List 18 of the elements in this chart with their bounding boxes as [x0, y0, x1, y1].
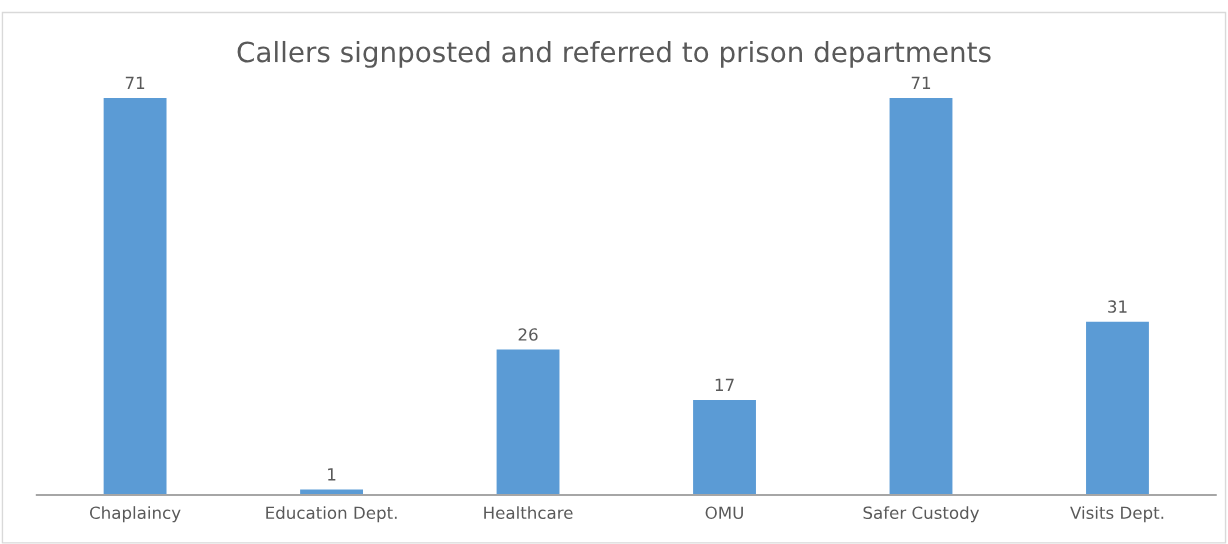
- bar: [103, 97, 167, 496]
- data-label: 71: [911, 76, 931, 89]
- x-tick-label: OMU: [705, 506, 743, 520]
- bar: [889, 97, 953, 496]
- bar: [1086, 321, 1149, 496]
- chart-title: Callers signposted and referred to prison departments: [237, 40, 991, 68]
- x-tick-label: Visits Dept.: [1070, 506, 1164, 523]
- data-label: 31: [1108, 300, 1127, 313]
- data-label: 1: [328, 468, 336, 481]
- x-tick-label: Safer Custody: [863, 506, 980, 523]
- x-tick-label: Education Dept.: [266, 506, 397, 523]
- data-label: 17: [715, 378, 734, 391]
- bar: [693, 399, 756, 496]
- x-tick-label: Chaplaincy: [89, 506, 181, 523]
- data-label: 71: [125, 76, 145, 89]
- x-tick-label: Healthcare: [484, 506, 573, 520]
- bar: [496, 349, 560, 496]
- data-label: 26: [518, 328, 538, 341]
